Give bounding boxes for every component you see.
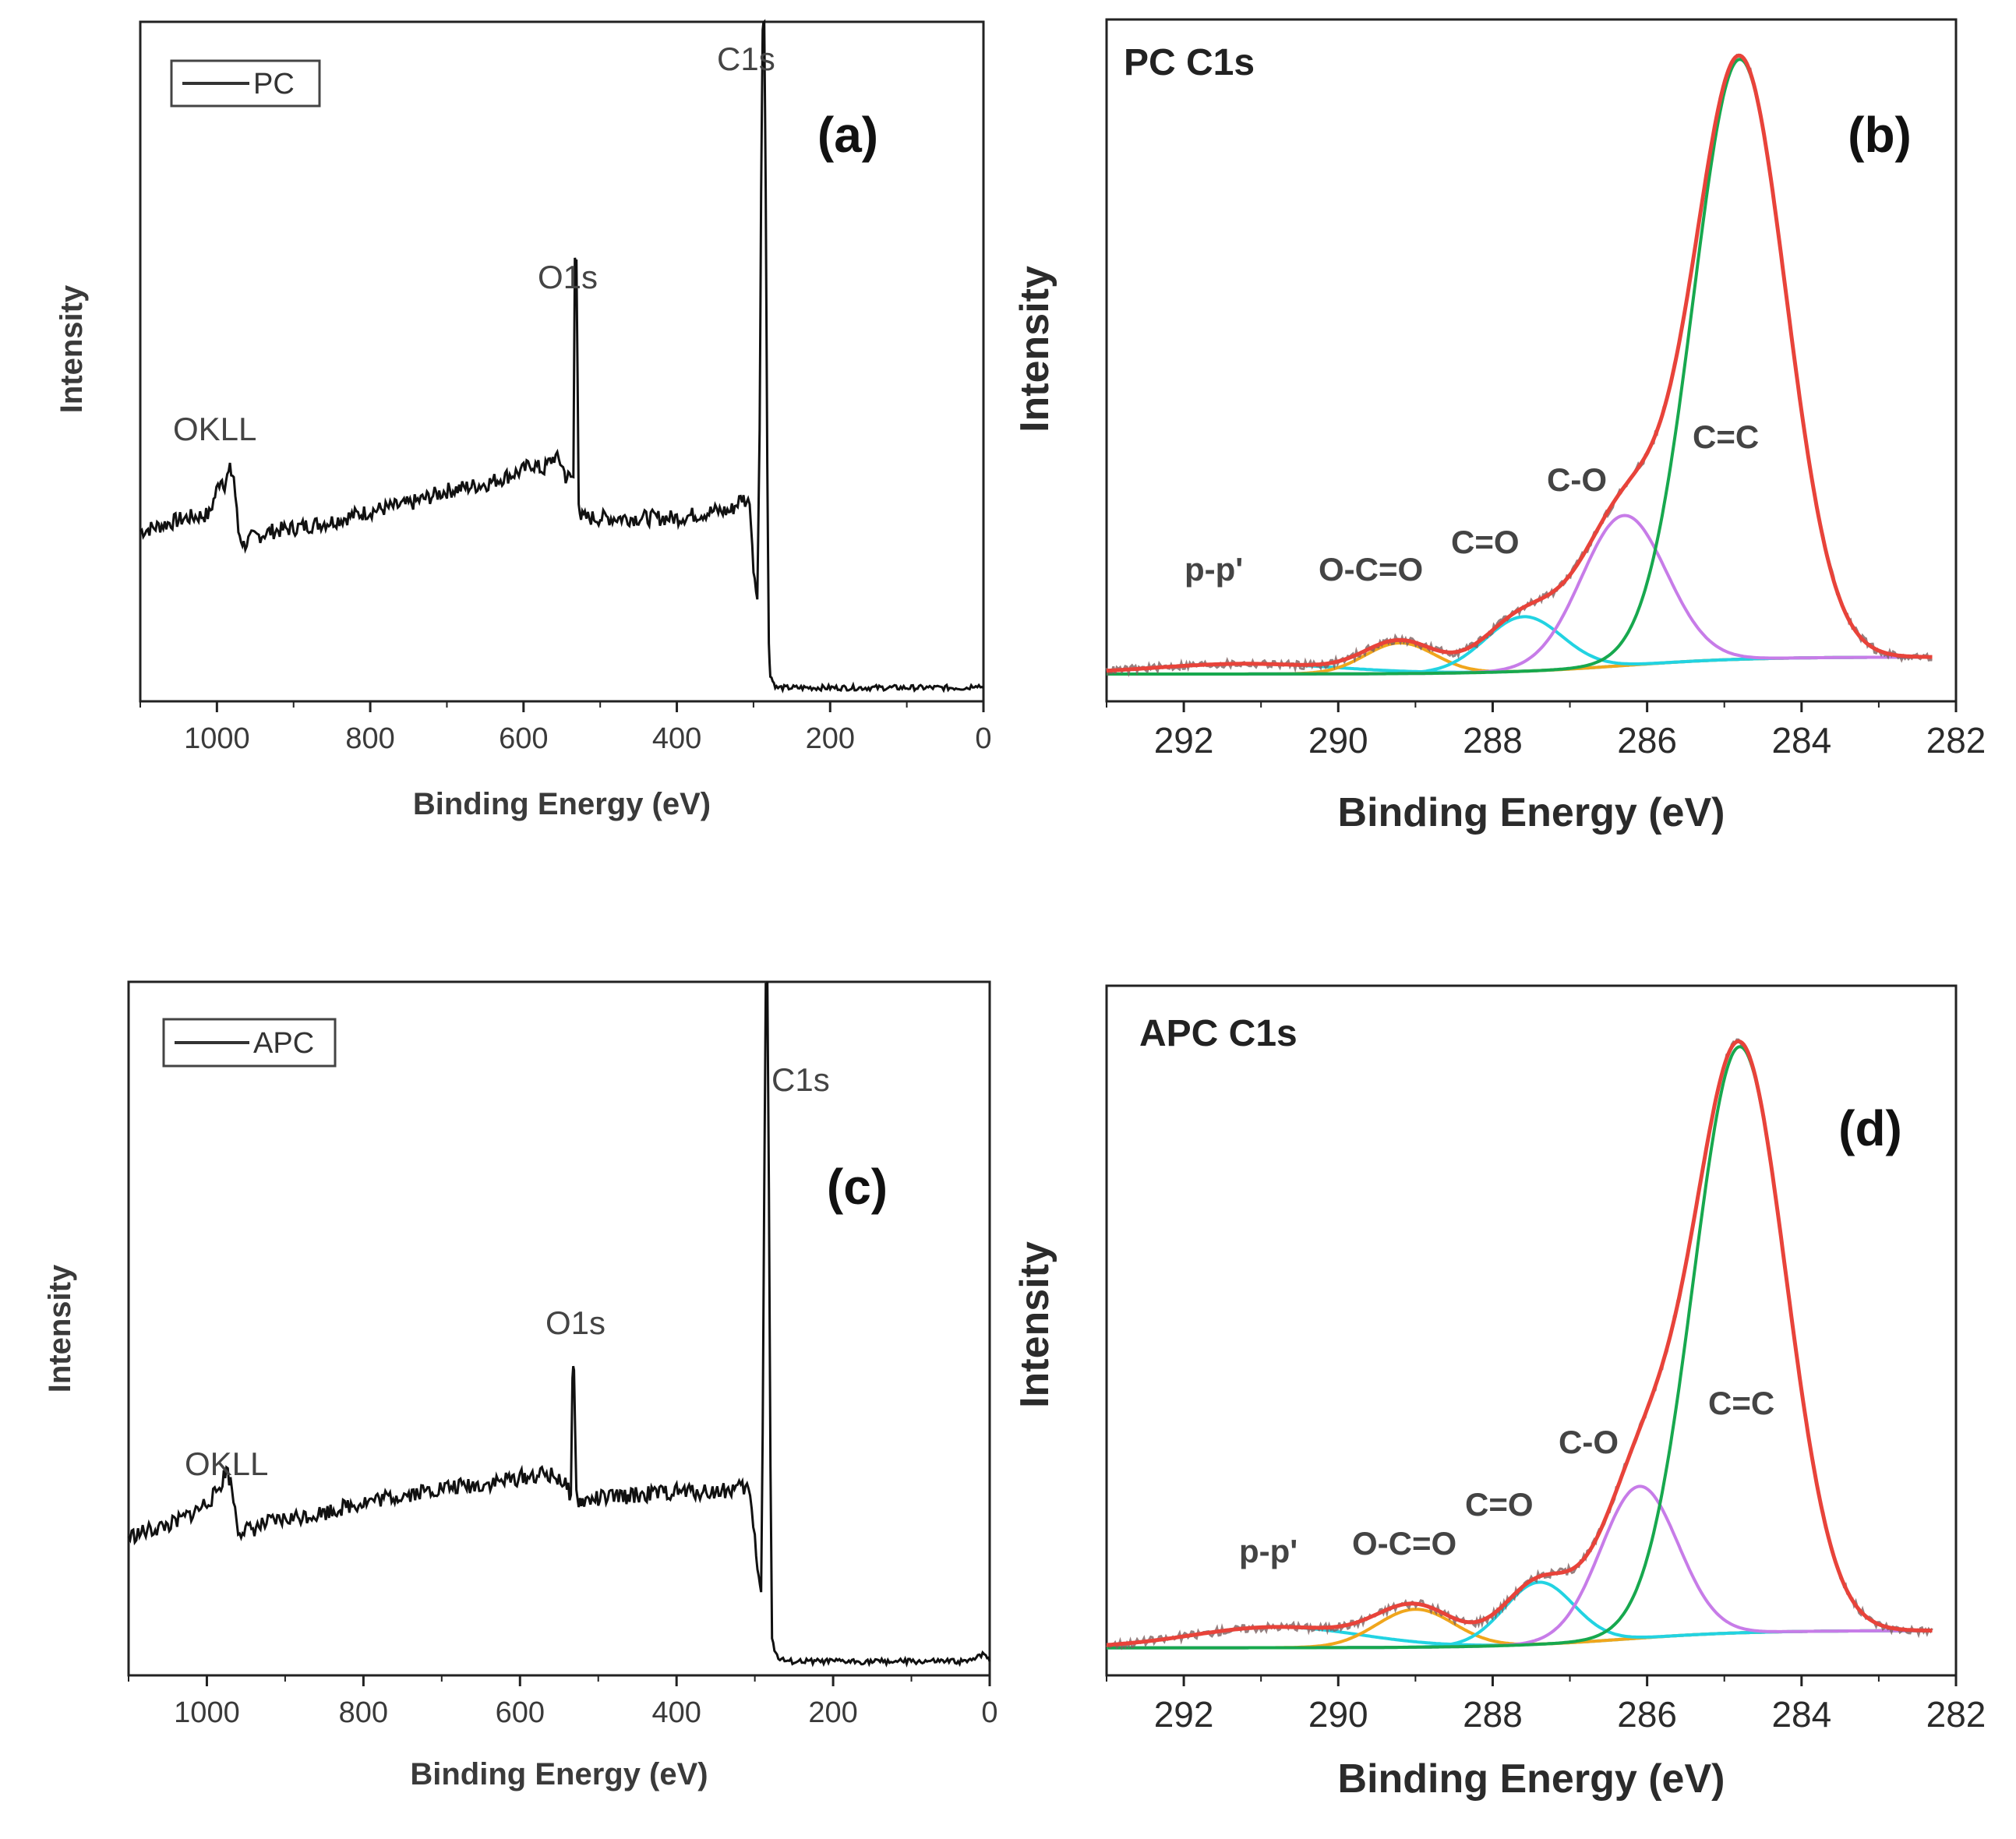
y-axis-label: Intensity (55, 284, 89, 413)
x-tick-label: 400 (652, 722, 701, 755)
x-tick-label: 0 (981, 1696, 997, 1729)
peak-label: OKLL (173, 411, 256, 447)
peak-label: C=C (1708, 1385, 1774, 1421)
x-tick-label: 200 (806, 722, 855, 755)
peak-label: C=O (1465, 1486, 1534, 1523)
peak-label: C=C (1693, 418, 1759, 455)
plot-frame (127, 980, 991, 1677)
peak-label: p-p' (1239, 1533, 1298, 1569)
plot-frame (139, 20, 985, 703)
plot-frame (1105, 984, 1958, 1677)
plot-frame (1105, 18, 1958, 703)
x-tick-label: 288 (1463, 720, 1523, 761)
peak-label: C-O (1559, 1424, 1619, 1460)
x-tick-label: 290 (1308, 720, 1368, 761)
chart-panel-d: 292 290 288 286 284 282 Binding Energy (eV) Int… (1012, 984, 1986, 1802)
peak-label: C=O (1451, 524, 1520, 560)
chart-panel-a: 1000 800 600 400 200 0 Binding Energy (eV) Inte… (55, 19, 992, 821)
series-line-PC (139, 19, 984, 694)
x-tick-label: 284 (1771, 720, 1831, 761)
peak-label: C1s (717, 41, 775, 77)
x-axis-label: Binding Energy (eV) (410, 1757, 708, 1791)
peak-label: O-C=O (1319, 551, 1423, 588)
peak-label: p-p' (1185, 551, 1243, 588)
chart-title: APC C1s (1139, 1013, 1298, 1054)
chart-title: PC C1s (1124, 42, 1255, 83)
x-tick-label: 1000 (184, 722, 250, 755)
y-axis-label: Intensity (1012, 1241, 1057, 1408)
x-axis-label: Binding Energy (eV) (1338, 1756, 1725, 1802)
peak-label: C1s (771, 1061, 830, 1098)
legend-label: APC (253, 1027, 314, 1060)
x-tick-label: 286 (1617, 1694, 1677, 1735)
panel-label: (a) (817, 107, 878, 163)
chart-panel-b: 292 290 288 286 284 282 Binding Energy (eV) Int… (1012, 18, 1986, 835)
peak-label: C-O (1547, 461, 1607, 498)
x-tick-label: 1000 (174, 1696, 240, 1729)
x-tick-label: 400 (651, 1696, 701, 1729)
peak-label: OKLL (185, 1445, 268, 1482)
x-tick-label: 800 (345, 722, 394, 755)
fit-envelope (1106, 53, 1933, 673)
peak-label: O1s (545, 1304, 606, 1341)
x-tick-label: 284 (1771, 1694, 1831, 1735)
peak-label: O-C=O (1352, 1525, 1456, 1562)
fit-envelope (1106, 1039, 1933, 1647)
x-axis-label: Binding Energy (eV) (413, 787, 711, 821)
x-tick-label: 200 (808, 1696, 857, 1729)
panel-label: (d) (1838, 1100, 1902, 1156)
x-axis-label: Binding Energy (eV) (1338, 790, 1725, 835)
raw-data-line (1105, 1038, 1933, 1650)
peak-label: O1s (538, 259, 598, 295)
x-tick-label: 600 (496, 1696, 545, 1729)
y-axis-label: Intensity (1012, 266, 1057, 432)
fit-component-co (1107, 514, 1933, 676)
x-tick-label: 286 (1617, 720, 1677, 761)
fit-component-cc (1107, 1045, 1933, 1650)
x-tick-label: 292 (1154, 720, 1214, 761)
x-tick-label: 800 (339, 1696, 388, 1729)
x-tick-label: 0 (975, 722, 991, 755)
y-axis-label: Intensity (43, 1264, 77, 1392)
panel-label: (c) (827, 1159, 888, 1215)
x-tick-label: 288 (1463, 1694, 1523, 1735)
panel-label: (b) (1848, 107, 1912, 163)
x-tick-label: 282 (1926, 720, 1986, 761)
series-line-APC (127, 981, 991, 1668)
x-tick-label: 290 (1308, 1694, 1368, 1735)
x-tick-label: 292 (1154, 1694, 1214, 1735)
chart-panel-c: 1000 800 600 400 200 0 Binding Energy (eV) Inte… (43, 980, 998, 1791)
x-tick-label: 282 (1926, 1694, 1986, 1735)
legend-label: PC (253, 68, 295, 101)
x-tick-label: 600 (499, 722, 548, 755)
